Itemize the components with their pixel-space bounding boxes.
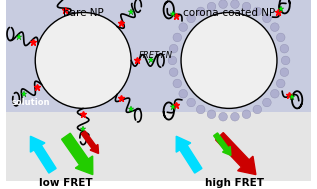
Circle shape: [276, 79, 285, 88]
Circle shape: [281, 56, 290, 65]
Text: FRET-FN: FRET-FN: [139, 51, 173, 60]
Text: high FRET: high FRET: [205, 178, 264, 188]
Circle shape: [280, 68, 289, 77]
FancyArrow shape: [214, 133, 231, 155]
Circle shape: [276, 33, 285, 42]
Circle shape: [197, 7, 205, 16]
Circle shape: [169, 44, 178, 53]
Circle shape: [173, 33, 182, 42]
FancyArrow shape: [176, 136, 202, 173]
Circle shape: [262, 14, 271, 23]
Circle shape: [169, 68, 178, 77]
Text: low FRET: low FRET: [39, 178, 93, 188]
Circle shape: [179, 23, 188, 32]
Circle shape: [253, 105, 262, 114]
Circle shape: [270, 23, 279, 32]
Circle shape: [270, 89, 279, 98]
Circle shape: [207, 110, 216, 119]
Text: corona-coated NP: corona-coated NP: [183, 8, 275, 18]
Circle shape: [207, 2, 216, 11]
FancyArrow shape: [30, 136, 56, 173]
Text: bare NP: bare NP: [63, 8, 104, 18]
Circle shape: [187, 14, 196, 23]
Bar: [6, 112, 311, 181]
Bar: [6, 0, 311, 112]
Circle shape: [219, 112, 227, 121]
Circle shape: [179, 89, 188, 98]
Circle shape: [197, 105, 205, 114]
Circle shape: [280, 44, 289, 53]
FancyArrow shape: [81, 131, 99, 153]
Circle shape: [230, 112, 239, 121]
Circle shape: [168, 56, 177, 65]
Circle shape: [242, 2, 251, 11]
Circle shape: [230, 0, 239, 9]
FancyArrow shape: [216, 133, 256, 175]
Circle shape: [242, 110, 251, 119]
Text: solution: solution: [11, 98, 50, 107]
Circle shape: [253, 7, 262, 16]
Circle shape: [219, 0, 227, 9]
Circle shape: [187, 98, 196, 107]
Circle shape: [181, 12, 277, 108]
Circle shape: [35, 12, 131, 108]
FancyArrow shape: [61, 133, 93, 175]
Circle shape: [173, 79, 182, 88]
Circle shape: [262, 98, 271, 107]
